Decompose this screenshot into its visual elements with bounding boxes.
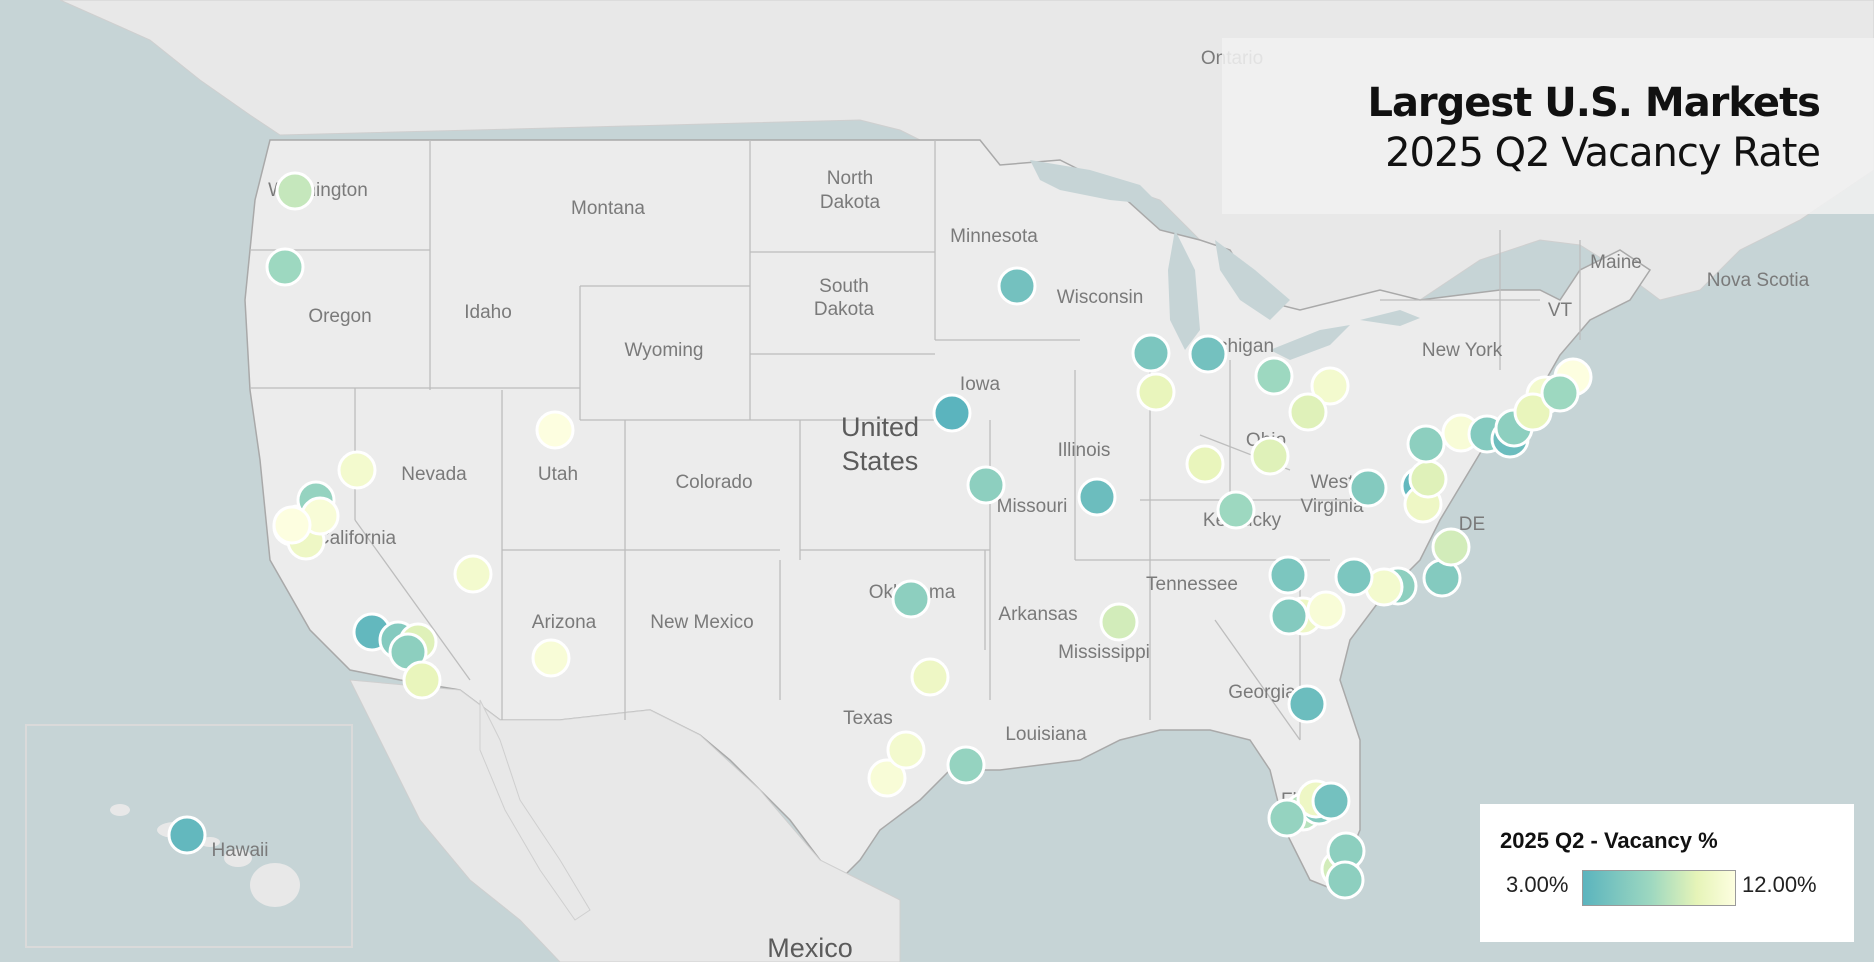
market-marker[interactable] [535, 410, 575, 450]
hawaii-inset-frame [25, 724, 353, 948]
legend-color-ramp [1582, 870, 1736, 906]
label-west-virginia-1: West [1311, 472, 1355, 493]
market-marker[interactable] [1406, 424, 1446, 464]
market-marker[interactable] [891, 579, 931, 619]
market-marker[interactable] [1131, 333, 1171, 373]
label-hawaii: Hawaii [211, 840, 268, 861]
baja-peninsula [479, 699, 591, 921]
label-texas: Texas [843, 708, 893, 729]
market-marker[interactable] [966, 465, 1006, 505]
market-marker[interactable] [867, 758, 907, 798]
market-marker[interactable] [1540, 373, 1580, 413]
market-marker[interactable] [997, 266, 1037, 306]
market-marker[interactable] [1216, 490, 1256, 530]
label-us-2: States [842, 446, 919, 476]
label-de: DE [1459, 514, 1485, 535]
label-louisiana: Louisiana [1005, 724, 1087, 745]
market-marker[interactable] [886, 730, 926, 770]
market-marker[interactable] [1513, 392, 1553, 432]
market-marker[interactable] [337, 450, 377, 490]
label-mexico: Mexico [767, 933, 853, 962]
market-marker[interactable] [1306, 590, 1346, 630]
market-marker[interactable] [1268, 555, 1308, 595]
market-marker[interactable] [1431, 527, 1471, 567]
label-mississippi: Mississippi [1058, 642, 1150, 663]
label-montana: Montana [571, 198, 645, 219]
label-arkansas: Arkansas [998, 604, 1077, 625]
market-marker[interactable] [1288, 392, 1328, 432]
color-legend: 2025 Q2 - Vacancy % 3.00% 12.00% [1480, 804, 1854, 942]
label-idaho: Idaho [464, 302, 512, 323]
market-marker[interactable] [1325, 860, 1365, 900]
market-marker[interactable] [265, 247, 305, 287]
label-new-york: New York [1422, 340, 1503, 361]
label-nova-scotia: Nova Scotia [1707, 270, 1810, 291]
market-marker[interactable] [531, 638, 571, 678]
label-us-1: United [841, 412, 919, 442]
market-marker[interactable] [1136, 372, 1176, 412]
label-minnesota: Minnesota [950, 226, 1038, 247]
label-west-virginia-2: Virginia [1300, 496, 1363, 517]
market-marker[interactable] [910, 657, 950, 697]
market-marker[interactable] [1310, 366, 1350, 406]
label-colorado: Colorado [675, 472, 752, 493]
label-south-dakota-1: South [819, 276, 869, 297]
market-marker[interactable] [946, 745, 986, 785]
market-marker[interactable] [1267, 798, 1307, 838]
label-california: California [316, 528, 397, 549]
label-vt: VT [1548, 300, 1573, 321]
map-labels: Washington Oregon Idaho Montana Wyoming … [211, 48, 1809, 962]
market-markers [167, 171, 1593, 900]
label-nevada: Nevada [401, 464, 467, 485]
legend-title: 2025 Q2 - Vacancy % [1500, 828, 1718, 853]
market-marker[interactable] [1188, 334, 1228, 374]
label-georgia: Georgia [1228, 682, 1296, 703]
market-marker[interactable] [1334, 557, 1374, 597]
market-marker[interactable] [1269, 596, 1309, 636]
market-marker[interactable] [932, 393, 972, 433]
label-north-dakota-2: Dakota [820, 192, 881, 213]
legend-max-label: 12.00% [1742, 872, 1817, 897]
market-marker[interactable] [1287, 684, 1327, 724]
map-subtitle: 2025 Q2 Vacancy Rate [1385, 130, 1821, 176]
label-north-dakota-1: North [827, 168, 873, 189]
label-missouri: Missouri [997, 496, 1068, 517]
market-marker[interactable] [402, 660, 442, 700]
market-marker[interactable] [275, 171, 315, 211]
label-south-dakota-2: Dakota [814, 299, 875, 320]
market-marker[interactable] [1250, 436, 1290, 476]
market-marker[interactable] [1077, 477, 1117, 517]
label-wyoming: Wyoming [624, 340, 703, 361]
market-marker[interactable] [1311, 781, 1351, 821]
label-illinois: Illinois [1058, 440, 1111, 461]
label-oregon: Oregon [308, 306, 371, 327]
label-iowa: Iowa [960, 374, 1001, 395]
label-arizona: Arizona [532, 612, 597, 633]
market-marker[interactable] [453, 554, 493, 594]
map-title: Largest U.S. Markets [1367, 80, 1821, 126]
market-marker[interactable] [1348, 468, 1388, 508]
label-utah: Utah [538, 464, 578, 485]
market-marker[interactable] [167, 815, 207, 855]
market-marker[interactable] [1185, 444, 1225, 484]
market-marker[interactable] [1099, 602, 1139, 642]
label-wisconsin: Wisconsin [1057, 287, 1144, 308]
legend-min-label: 3.00% [1506, 872, 1569, 897]
market-marker[interactable] [272, 505, 312, 545]
title-panel: Largest U.S. Markets 2025 Q2 Vacancy Rat… [1222, 38, 1874, 214]
great-lakes [1030, 160, 1420, 360]
market-marker[interactable] [1408, 459, 1448, 499]
label-maine: Maine [1590, 252, 1642, 273]
market-marker[interactable] [1254, 356, 1294, 396]
label-tennessee: Tennessee [1146, 574, 1238, 595]
label-new-mexico: New Mexico [650, 612, 753, 633]
